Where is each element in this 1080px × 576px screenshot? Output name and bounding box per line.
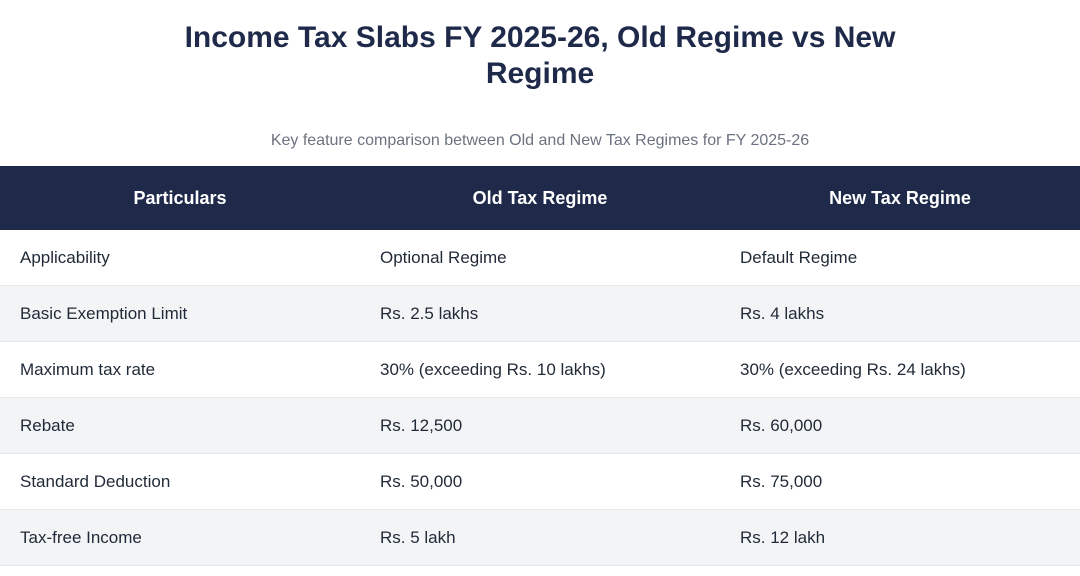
column-header-particulars: Particulars xyxy=(0,166,360,230)
cell-old-regime: Rs. 5 lakh xyxy=(360,509,720,566)
cell-particular: Basic Exemption Limit xyxy=(0,285,360,342)
cell-old-regime: Optional Regime xyxy=(360,230,720,286)
comparison-table: Particulars Old Tax Regime New Tax Regim… xyxy=(0,166,1080,566)
table-row: Standard Deduction Rs. 50,000 Rs. 75,000 xyxy=(0,453,1080,510)
table-header-row: Particulars Old Tax Regime New Tax Regim… xyxy=(0,166,1080,230)
cell-particular: Rebate xyxy=(0,397,360,454)
cell-old-regime: 30% (exceeding Rs. 10 lakhs) xyxy=(360,341,720,398)
cell-particular: Standard Deduction xyxy=(0,453,360,510)
cell-particular: Applicability xyxy=(0,230,360,286)
table-row: Tax-free Income Rs. 5 lakh Rs. 12 lakh xyxy=(0,509,1080,566)
cell-new-regime: Rs. 4 lakhs xyxy=(720,285,1080,342)
table-row: Basic Exemption Limit Rs. 2.5 lakhs Rs. … xyxy=(0,285,1080,342)
cell-new-regime: Rs. 12 lakh xyxy=(720,509,1080,566)
cell-old-regime: Rs. 50,000 xyxy=(360,453,720,510)
table-row: Applicability Optional Regime Default Re… xyxy=(0,230,1080,286)
table-row: Rebate Rs. 12,500 Rs. 60,000 xyxy=(0,397,1080,454)
cell-old-regime: Rs. 12,500 xyxy=(360,397,720,454)
cell-new-regime: Default Regime xyxy=(720,230,1080,286)
table-row: Maximum tax rate 30% (exceeding Rs. 10 l… xyxy=(0,341,1080,398)
cell-particular: Tax-free Income xyxy=(0,509,360,566)
cell-new-regime: Rs. 60,000 xyxy=(720,397,1080,454)
cell-new-regime: Rs. 75,000 xyxy=(720,453,1080,510)
page-subtitle: Key feature comparison between Old and N… xyxy=(270,132,810,149)
column-header-old-regime: Old Tax Regime xyxy=(360,166,720,230)
page-title: Income Tax Slabs FY 2025-26, Old Regime … xyxy=(184,21,896,90)
cell-particular: Maximum tax rate xyxy=(0,341,360,398)
column-header-new-regime: New Tax Regime xyxy=(720,166,1080,230)
cell-new-regime: 30% (exceeding Rs. 24 lakhs) xyxy=(720,341,1080,398)
cell-old-regime: Rs. 2.5 lakhs xyxy=(360,285,720,342)
